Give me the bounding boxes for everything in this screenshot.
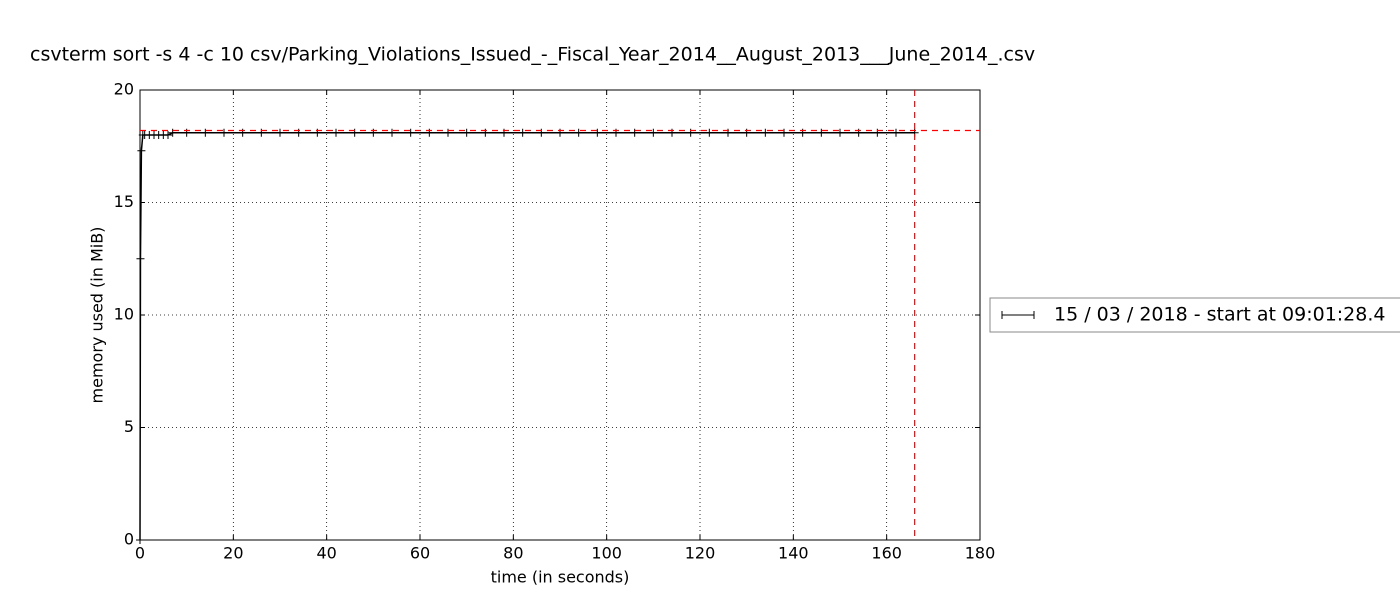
marker xyxy=(630,128,639,137)
legend-box xyxy=(989,297,1400,333)
marker xyxy=(276,128,284,137)
legend-marker xyxy=(1001,311,1035,319)
marker xyxy=(518,128,527,137)
y-tick-label: 20 xyxy=(114,80,134,99)
marker xyxy=(136,254,145,263)
line xyxy=(139,132,915,541)
marker xyxy=(164,131,172,139)
marker xyxy=(817,128,826,137)
marker xyxy=(761,128,770,137)
marker xyxy=(593,128,602,137)
x-tick-label: 120 xyxy=(685,544,716,563)
x-tick-label: 160 xyxy=(871,544,902,563)
x-tick-label: 20 xyxy=(223,544,243,563)
marker xyxy=(136,536,144,544)
x-tick-label: 100 xyxy=(591,544,622,563)
marker xyxy=(574,128,583,137)
marker xyxy=(137,146,146,155)
x-tick-label: 0 xyxy=(135,544,145,563)
marker xyxy=(836,128,844,137)
marker xyxy=(892,128,900,137)
legend-label: 15 / 03 / 2018 - start at 09:01:28.4 xyxy=(1054,304,1386,326)
y-tick-label: 0 xyxy=(124,530,134,549)
marker xyxy=(168,128,177,137)
x-tick-label: 180 xyxy=(965,544,996,563)
marker xyxy=(649,128,658,137)
x-tick-label: 80 xyxy=(503,544,523,563)
y-tick-label: 5 xyxy=(124,417,134,436)
x-tick-label: 60 xyxy=(410,544,430,563)
y-axis-label: memory used (in MiB) xyxy=(88,227,107,404)
marker xyxy=(705,128,714,137)
y-tick-label: 15 xyxy=(114,192,134,211)
marker xyxy=(462,128,471,137)
marker xyxy=(388,128,396,137)
marker xyxy=(220,128,228,137)
marker xyxy=(406,128,415,137)
chart-title: csvterm sort -s 4 -c 10 csv/Parking_Viol… xyxy=(30,44,1035,66)
x-tick-label: 140 xyxy=(778,544,809,563)
x-tick-label: 40 xyxy=(316,544,336,563)
y-tick-label: 10 xyxy=(114,305,134,324)
x-axis-label: time (in seconds) xyxy=(491,568,630,587)
marker xyxy=(332,128,340,137)
marker xyxy=(201,128,210,137)
